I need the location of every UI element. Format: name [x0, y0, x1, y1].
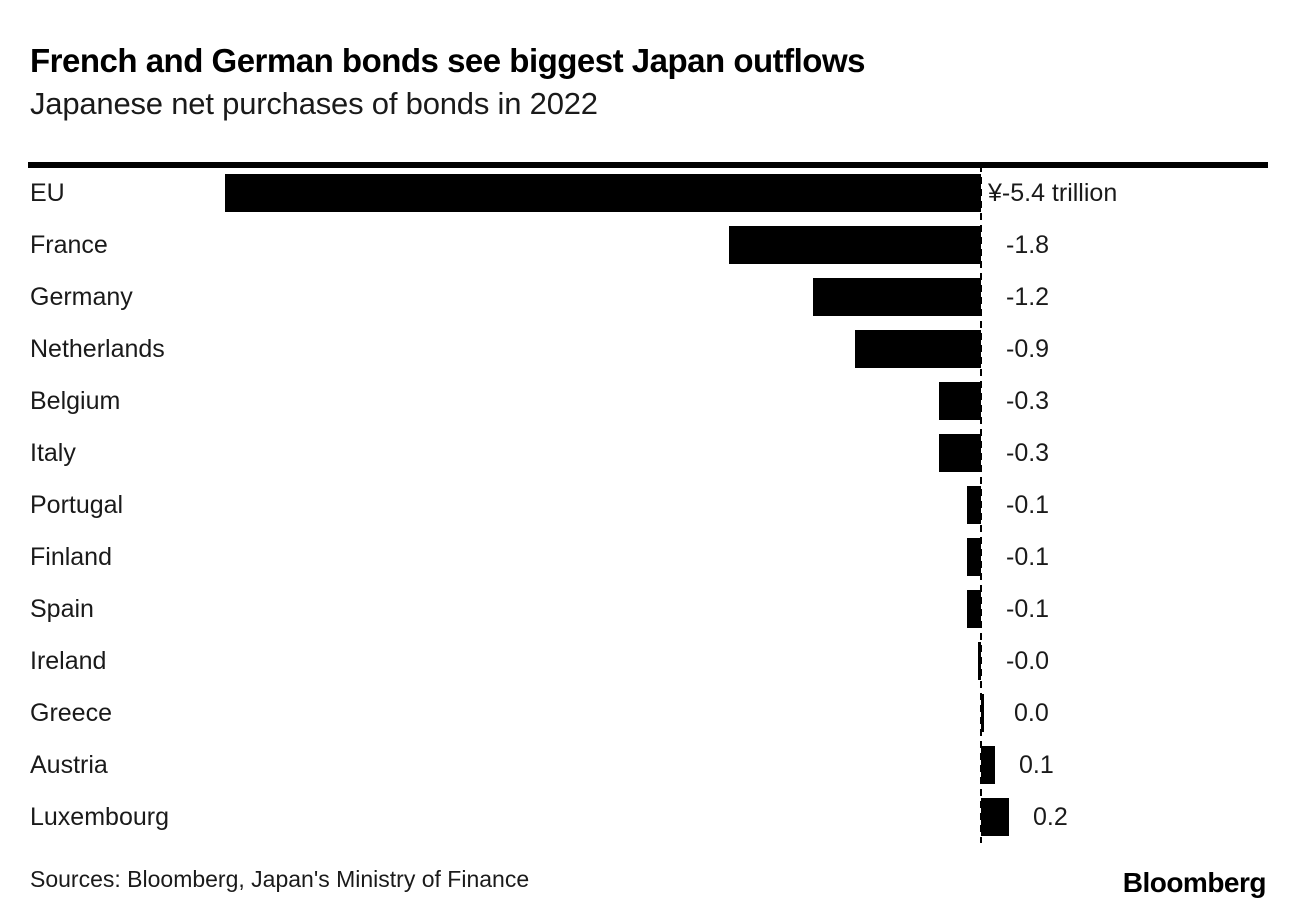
bar [939, 434, 981, 472]
value-label: ¥-5.4 trillion [988, 178, 1118, 207]
value-label: -0.3 [1006, 438, 1050, 467]
bar [813, 278, 981, 316]
bloomberg-logo: Bloomberg [1122, 867, 1267, 898]
value-label: -0.1 [1006, 542, 1050, 571]
bar [981, 746, 995, 784]
bar [967, 538, 981, 576]
value-label: 0.0 [1014, 698, 1049, 727]
chart-title: French and German bonds see biggest Japa… [30, 42, 865, 79]
bar [981, 798, 1009, 836]
category-label: Italy [30, 438, 76, 467]
bar [967, 590, 981, 628]
bar [225, 174, 981, 212]
bar [967, 486, 981, 524]
value-label: -1.8 [1006, 230, 1050, 259]
zero-axis-line [980, 165, 982, 843]
value-label: -0.1 [1006, 490, 1050, 519]
chart-subtitle: Japanese net purchases of bonds in 2022 [30, 86, 598, 121]
bar [981, 694, 984, 732]
category-label: Portugal [30, 490, 124, 519]
bar [855, 330, 981, 368]
category-label: EU [30, 178, 65, 207]
value-label: -1.2 [1006, 282, 1050, 311]
category-label: Greece [30, 698, 112, 727]
header-rule [28, 162, 1268, 168]
category-label: Spain [30, 594, 94, 623]
category-label: Finland [30, 542, 112, 571]
category-label: Austria [30, 750, 108, 779]
bar [729, 226, 981, 264]
value-label: -0.9 [1006, 334, 1050, 363]
category-label: France [30, 230, 108, 259]
value-label: -0.3 [1006, 386, 1050, 415]
category-label: Belgium [30, 386, 121, 415]
sources-note: Sources: Bloomberg, Japan's Ministry of … [30, 866, 530, 892]
category-label: Luxembourg [30, 802, 169, 831]
value-label: -0.0 [1006, 646, 1050, 675]
value-label: -0.1 [1006, 594, 1050, 623]
category-label: Ireland [30, 646, 107, 675]
value-label: 0.2 [1033, 802, 1068, 831]
value-label: 0.1 [1019, 750, 1054, 779]
category-label: Germany [30, 282, 133, 311]
bar [939, 382, 981, 420]
category-label: Netherlands [30, 334, 165, 363]
bar [978, 642, 981, 680]
